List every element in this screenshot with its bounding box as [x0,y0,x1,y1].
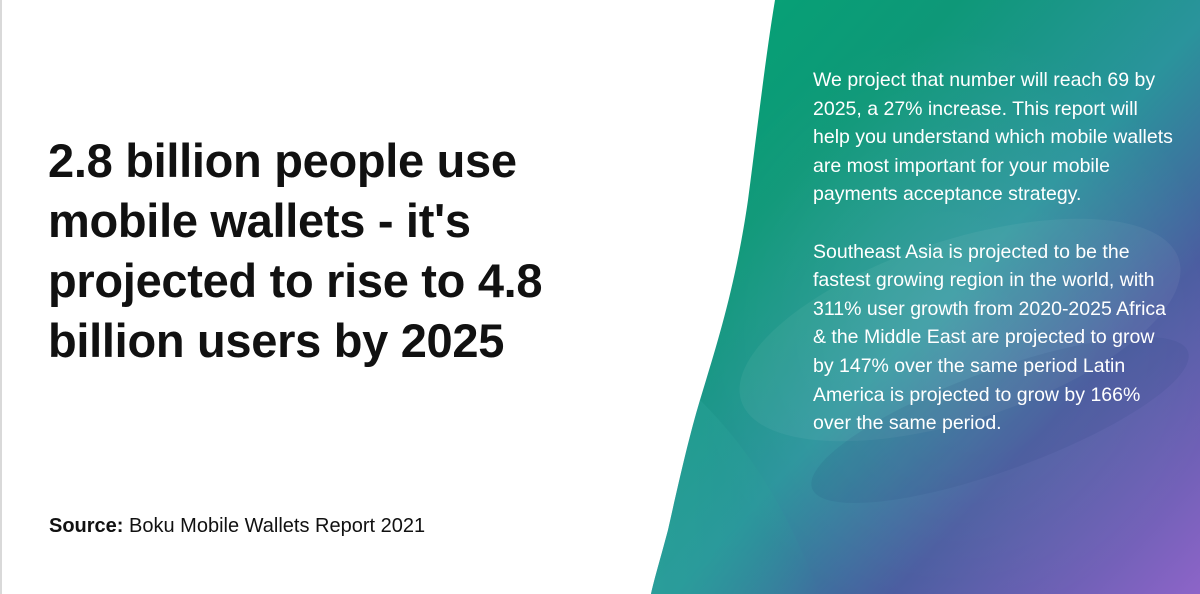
source-text: Boku Mobile Wallets Report 2021 [123,515,426,537]
paragraph-projection: We project that number will reach 69 by … [813,69,1173,206]
left-border [0,0,2,594]
headline: 2.8 billion people use mobile wallets - … [48,134,543,367]
source-label: Source: [49,515,124,537]
panel-body-text: We project that number will reach 69 by … [813,66,1173,466]
paragraph-regional-growth: Southeast Asia is projected to be the fa… [813,240,1166,435]
source-citation: Source: Boku Mobile Wallets Report 2021 [49,513,425,539]
